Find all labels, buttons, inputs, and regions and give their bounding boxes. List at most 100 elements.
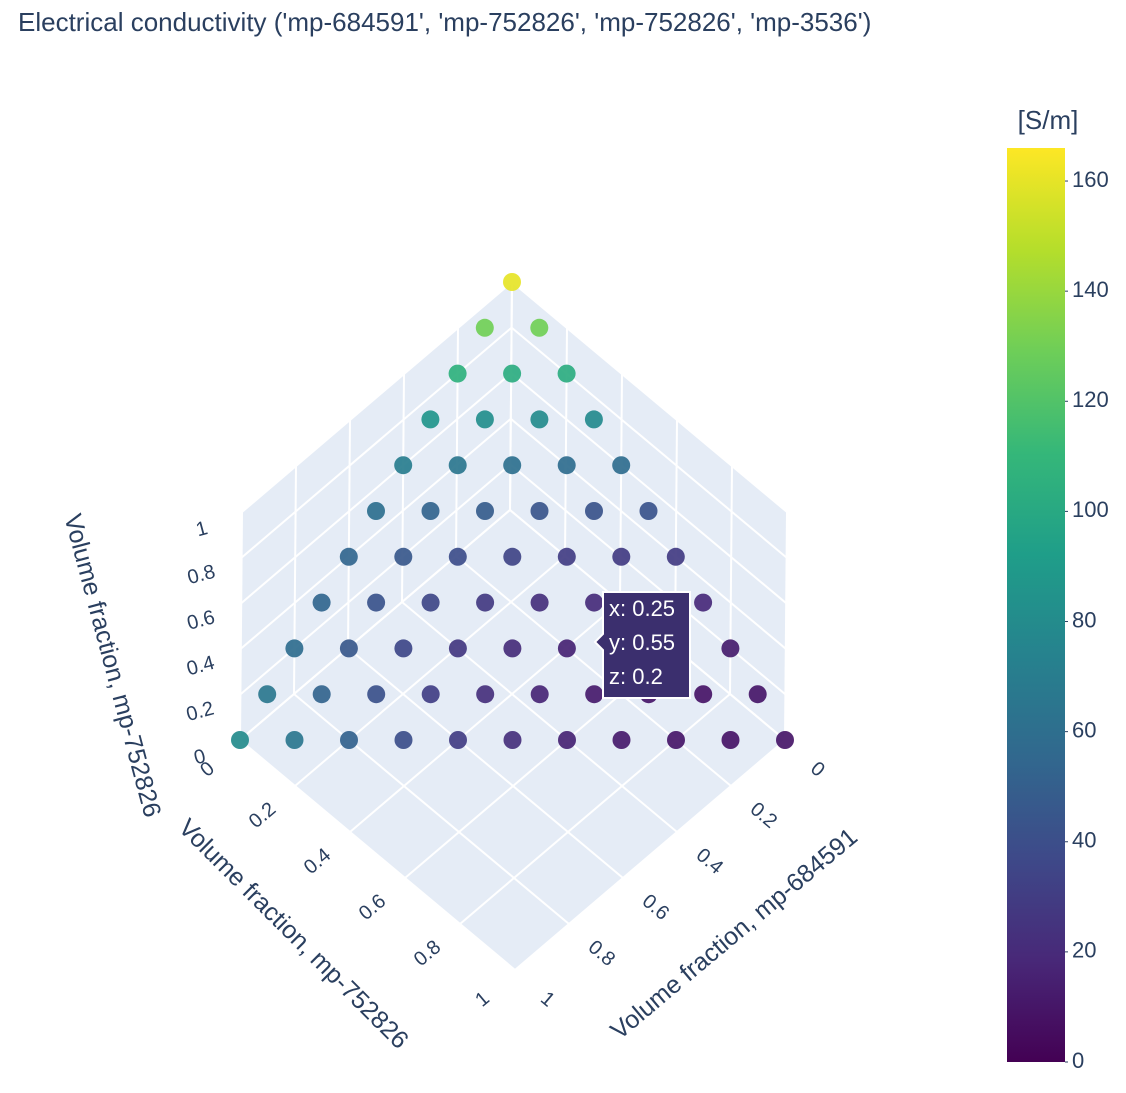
grid-line <box>239 509 511 741</box>
data-point <box>503 456 522 475</box>
data-point <box>285 731 304 749</box>
data-point <box>585 593 604 612</box>
colorbar-tick-label: 140 <box>1072 277 1109 302</box>
data-point <box>475 318 494 337</box>
data-point <box>612 547 631 566</box>
y-tick-label: 0.6 <box>355 890 390 925</box>
data-point <box>530 502 549 520</box>
data-point <box>476 593 495 612</box>
z-tick-label: 0.4 <box>184 652 217 680</box>
data-point <box>721 731 740 749</box>
data-point <box>448 456 467 475</box>
data-point <box>394 547 413 566</box>
data-point <box>476 502 494 520</box>
data-point <box>503 731 522 749</box>
grid-line <box>510 418 787 650</box>
data-point <box>339 639 358 658</box>
grid-line <box>455 555 732 787</box>
data-point <box>340 731 358 749</box>
data-point <box>285 639 304 658</box>
grid-line <box>293 693 570 925</box>
data-point <box>421 593 440 612</box>
data-point <box>612 456 631 475</box>
z-tick-label: 0 <box>192 745 208 769</box>
hover-label: x: 0.25 <box>609 596 675 621</box>
grid-line <box>240 418 512 650</box>
x-tick-label: 0 <box>806 757 829 781</box>
data-point <box>503 364 522 383</box>
data-point <box>448 639 467 658</box>
data-point <box>694 685 713 704</box>
grid-line <box>240 372 512 604</box>
data-point <box>557 364 576 383</box>
colorbar-tick-label: 40 <box>1072 828 1096 853</box>
z-tick-label: 1 <box>194 517 210 541</box>
z-tick-label: 0.6 <box>185 606 218 634</box>
z-tick-label: 0.8 <box>185 561 218 589</box>
x-tick-label: 0.4 <box>692 844 727 879</box>
grid-line <box>239 739 516 971</box>
data-point <box>367 593 386 612</box>
y-tick-label: 0.2 <box>245 798 280 833</box>
colorbar <box>1007 148 1065 1062</box>
data-point <box>694 593 713 612</box>
grid-line <box>511 281 788 513</box>
grid-line <box>241 281 513 513</box>
hover-label: y: 0.55 <box>609 630 675 655</box>
data-point <box>421 502 440 520</box>
data-point <box>585 502 603 520</box>
data-point <box>394 731 413 749</box>
grid-line <box>401 601 678 833</box>
data-point <box>557 639 576 658</box>
grid-line <box>514 739 786 971</box>
data-point <box>530 593 549 612</box>
data-point <box>748 685 767 704</box>
data-point <box>585 685 604 704</box>
grid-line <box>510 372 787 604</box>
data-point <box>666 547 685 566</box>
x-tick-label: 0.8 <box>584 936 619 971</box>
data-point <box>558 731 576 749</box>
hover-label: z: 0.2 <box>609 664 663 689</box>
hover-box <box>593 591 691 699</box>
colorbar-tick-label: 20 <box>1072 938 1096 963</box>
x-tick-label: 0.6 <box>638 890 673 925</box>
data-point <box>776 731 794 749</box>
data-point <box>557 547 576 566</box>
data-point <box>394 639 413 658</box>
data-point <box>339 547 358 566</box>
data-point <box>367 685 386 704</box>
grid-line <box>459 693 731 925</box>
y-tick-label: 0.4 <box>300 844 335 879</box>
data-point <box>667 731 685 749</box>
grid-line <box>784 511 788 741</box>
grid-line <box>349 601 621 833</box>
y-tick-label: 1 <box>471 987 494 1011</box>
data-point <box>503 639 522 658</box>
colorbar-title: [S/m] <box>1018 105 1079 135</box>
data-point <box>448 364 467 383</box>
data-point <box>421 685 440 704</box>
data-point <box>503 273 521 291</box>
data-point <box>503 547 522 566</box>
data-point <box>584 410 603 429</box>
data-point <box>530 410 549 429</box>
data-point <box>476 685 495 704</box>
y-tick-label: 0.8 <box>410 936 445 971</box>
data-point <box>394 456 413 475</box>
grid-line <box>240 326 513 559</box>
data-point <box>721 639 740 658</box>
data-point <box>367 502 385 520</box>
data-point <box>312 685 331 704</box>
data-point <box>557 456 576 475</box>
z-tick-label: 0.2 <box>184 697 217 725</box>
grid-line <box>510 326 788 559</box>
x-tick-label: 0.2 <box>746 798 781 833</box>
colorbar-tick-label: 120 <box>1072 387 1109 412</box>
data-point <box>258 685 277 704</box>
z-axis-title: Volume fraction, mp-752826 <box>58 511 166 820</box>
data-point <box>639 502 658 520</box>
x-tick-label: 1 <box>536 987 559 1011</box>
data-point <box>312 593 331 612</box>
grid-line <box>509 463 787 696</box>
